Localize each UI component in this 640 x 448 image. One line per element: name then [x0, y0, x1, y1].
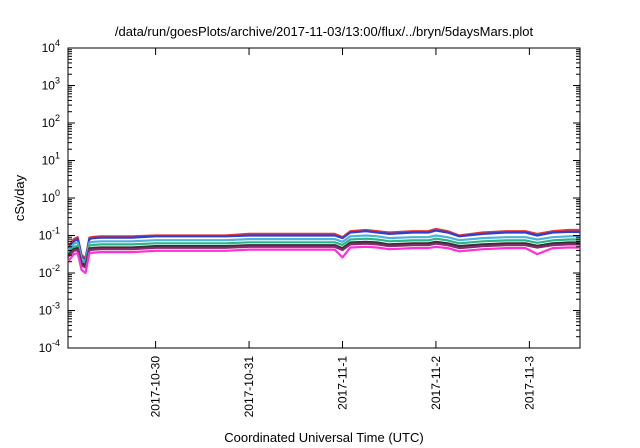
y-tick-label: 103 [42, 76, 60, 93]
y-tick-label: 101 [42, 151, 60, 168]
series-line-1 [67, 227, 580, 260]
y-tick-label: 10-1 [39, 226, 60, 243]
chart-title: /data/run/goesPlots/archive/2017-11-03/1… [115, 24, 534, 39]
x-axis-label: Coordinated Universal Time (UTC) [224, 430, 423, 445]
x-tick-label: 2017-10-31 [242, 356, 256, 418]
x-tick-label: 2017-11-3 [522, 356, 536, 410]
y-tick-label: 10-3 [39, 301, 60, 318]
series-line-7 [67, 245, 580, 275]
y-axis-label: cSv/day [12, 174, 27, 221]
series-line-2 [67, 229, 580, 262]
series-line-4 [67, 237, 580, 265]
x-tick-label: 2017-10-30 [149, 356, 163, 418]
plot-area: 10-4 10-3 10-2 10-1 100 101 102 103 104 2017-10-… [39, 38, 581, 418]
x-tick-label: 2017-11-2 [429, 356, 443, 410]
y-axis-ticks: 10-4 10-3 10-2 10-1 100 101 102 103 104 [39, 38, 580, 355]
x-tick-label: 2017-11-1 [335, 356, 349, 410]
x-axis-ticks: 2017-10-30 2017-10-31 2017-11-1 2017-11-2 20… [149, 48, 536, 418]
y-tick-label: 10-2 [39, 263, 60, 280]
plot-frame [67, 47, 581, 349]
series-line-6 [67, 242, 580, 269]
y-tick-label: 104 [42, 38, 60, 55]
y-tick-label: 10-4 [39, 338, 60, 355]
y-tick-label: 102 [42, 113, 60, 130]
series-layer [67, 227, 580, 275]
y-tick-label: 100 [42, 188, 60, 205]
series-line-3 [67, 234, 580, 263]
series-line-5 [67, 240, 580, 267]
